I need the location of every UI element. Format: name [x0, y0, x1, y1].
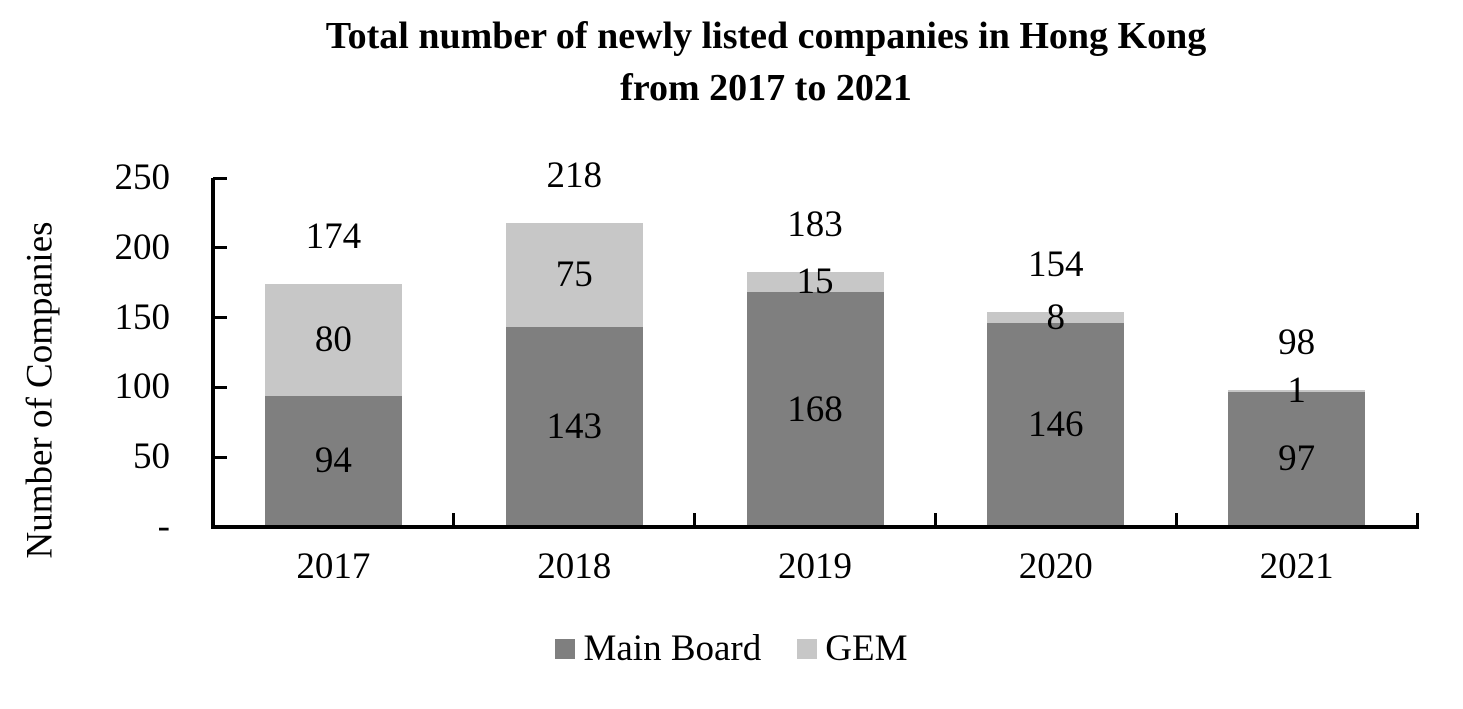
x-axis-category-label: 2020	[1018, 546, 1093, 587]
segment-label: 94	[314, 440, 352, 482]
bar-segment-main-board	[746, 292, 884, 527]
segment-label: 15	[796, 261, 834, 302]
x-tick-mark	[693, 513, 697, 527]
y-tick-label: 150	[114, 296, 171, 338]
legend-label: Main Board	[583, 628, 762, 669]
y-tick-label: 50	[133, 436, 170, 478]
segment-label: 143	[546, 406, 602, 448]
legend: Main Board GEM	[0, 629, 1463, 669]
x-axis-line	[211, 525, 1419, 529]
total-label: 154	[1028, 244, 1084, 286]
legend-label: GEM	[825, 628, 908, 669]
chart-title-line1: Total number of newly listed companies i…	[325, 15, 1207, 57]
y-tick-mark	[213, 246, 227, 250]
x-tick-mark	[452, 513, 456, 527]
x-tick-mark	[933, 513, 937, 527]
x-axis-category-label: 2018	[537, 546, 612, 587]
bar-segment-main-board	[1228, 391, 1366, 527]
legend-swatch-icon	[555, 639, 576, 659]
chart-title-line2: from 2017 to 2021	[620, 67, 912, 109]
x-axis-category-label: 2019	[778, 546, 852, 587]
bar-segment-gem	[264, 284, 402, 396]
y-tick-mark	[213, 176, 227, 180]
segment-label: 97	[1278, 438, 1316, 480]
total-label: 218	[546, 154, 602, 196]
y-tick-label: 250	[114, 157, 171, 198]
y-tick-label: 200	[114, 226, 171, 268]
bar-segment-main-board	[505, 327, 643, 527]
y-tick-label: 100	[114, 366, 171, 408]
segment-label: 8	[1046, 296, 1066, 338]
chart-title: Total number of newly listed companies i…	[286, 10, 1246, 114]
y-tick-label: -	[157, 506, 170, 547]
bar-segment-gem	[746, 271, 884, 293]
legend-swatch-icon	[797, 639, 818, 659]
legend-item-main-board: Main Board	[555, 629, 761, 669]
y-tick-mark	[213, 455, 227, 459]
segment-label: 168	[787, 388, 843, 430]
bar-segment-gem	[987, 312, 1125, 324]
segment-label: 1	[1287, 369, 1306, 411]
x-tick-mark	[1415, 513, 1419, 527]
y-axis-line	[211, 178, 215, 529]
bar-segment-gem	[505, 222, 643, 328]
y-tick-mark	[213, 316, 227, 320]
bar-segment-main-board	[264, 395, 402, 527]
total-label: 174	[305, 216, 362, 258]
segment-label: 80	[314, 318, 352, 360]
total-label: 98	[1278, 322, 1316, 364]
segment-label: 146	[1028, 404, 1084, 446]
bar-segment-gem	[1228, 390, 1366, 392]
segment-label: 75	[555, 254, 593, 296]
x-axis-category-label: 2017	[296, 546, 371, 587]
legend-item-gem: GEM	[797, 628, 908, 669]
x-axis-category-label: 2021	[1259, 546, 1334, 587]
y-tick-mark	[213, 385, 227, 389]
total-label: 183	[787, 203, 843, 245]
bar-segment-main-board	[987, 323, 1125, 527]
x-tick-mark	[1174, 513, 1178, 527]
